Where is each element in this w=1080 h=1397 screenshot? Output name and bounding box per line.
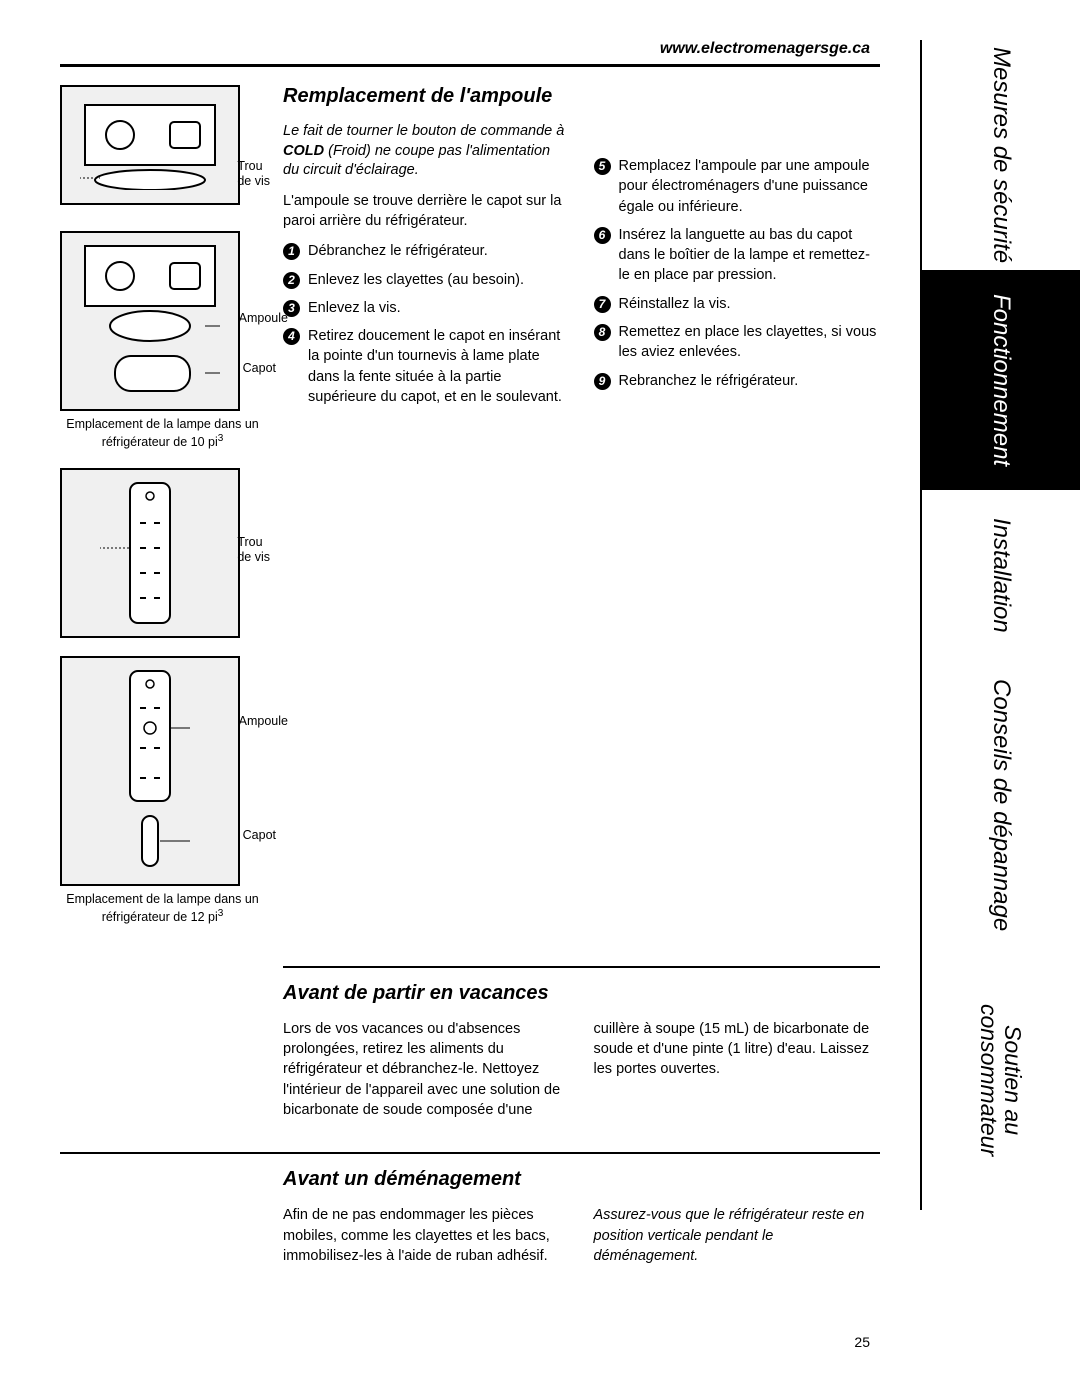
side-tabs: Mesures de sécurité Fonctionnement Insta…: [920, 40, 1080, 1210]
figure-4-caption: Emplacement de la lampe dans un réfrigér…: [60, 892, 265, 925]
figures-column: Trou de vis Ampoule Capot Emplacement: [60, 85, 265, 944]
figure-3: Trou de vis: [60, 468, 240, 638]
figure-1: Trou de vis: [60, 85, 240, 205]
section-2-title: Avant de partir en vacances: [283, 982, 880, 1005]
figure-2-label-cover: Capot: [243, 361, 276, 376]
figure-2: Ampoule Capot: [60, 231, 240, 411]
step-8: 8Remettez en place les clayettes, si vou…: [594, 322, 881, 363]
section-2-col1: Lors de vos vacances ou d'absences prolo…: [283, 1019, 570, 1120]
figure-4-label-bulb: Ampoule: [239, 714, 288, 729]
figure-2-caption: Emplacement de la lampe dans un réfrigér…: [60, 417, 265, 450]
step-3: 3Enlevez la vis.: [283, 298, 570, 318]
section-1-lead: Le fait de tourner le bouton de commande…: [283, 122, 570, 181]
step-5: 5Remplacez l'ampoule par une ampoule pou…: [594, 156, 881, 217]
fridge-panel-icon: [80, 100, 220, 190]
step-9: 9Rebranchez le réfrigérateur.: [594, 371, 881, 391]
step-2: 2Enlevez les clayettes (au besoin).: [283, 270, 570, 290]
lamp-cover-12pi-icon: [100, 666, 200, 876]
step-4: 4Retirez doucement le capot en insérant …: [283, 326, 570, 407]
step-1: 1Débranchez le réfrigérateur.: [283, 241, 570, 261]
figure-2-label-bulb: Ampoule: [239, 311, 288, 326]
tab-support[interactable]: Soutien auconsommateur: [920, 950, 1080, 1210]
figure-4-label-cover: Capot: [243, 828, 276, 843]
step-6: 6Insérez la languette au bas du capot da…: [594, 225, 881, 286]
fridge-panel-12pi-icon: [100, 478, 200, 628]
section-1-intro: L'ampoule se trouve derrière le capot su…: [283, 191, 570, 232]
tab-function[interactable]: Fonctionnement: [920, 270, 1080, 490]
tab-security[interactable]: Mesures de sécurité: [920, 40, 1080, 270]
figure-1-label: Trou de vis: [237, 159, 270, 189]
section-2-col2: cuillère à soupe (15 mL) de bicarbonate …: [594, 1019, 881, 1120]
divider-1: [283, 966, 880, 968]
section-3-col1: Afin de ne pas endommager les pièces mob…: [283, 1205, 570, 1266]
text-column: Remplacement de l'ampoule Le fait de tou…: [283, 85, 880, 944]
section-3-col2: Assurez-vous que le réfrigérateur reste …: [594, 1205, 881, 1266]
tab-install[interactable]: Installation: [920, 490, 1080, 660]
tab-troubleshoot[interactable]: Conseils de dépannage: [920, 660, 1080, 950]
divider-2: [60, 1152, 880, 1154]
lamp-cover-10pi-icon: [80, 241, 220, 401]
page-number: 25: [854, 1334, 870, 1350]
section-1-title: Remplacement de l'ampoule: [283, 85, 880, 108]
step-7: 7Réinstallez la vis.: [594, 294, 881, 314]
figure-4: Ampoule Capot: [60, 656, 240, 886]
section-3-title: Avant un déménagement: [283, 1168, 880, 1191]
figure-3-label: Trou de vis: [237, 535, 270, 565]
header-url: www.electromenagersge.ca: [60, 40, 880, 67]
